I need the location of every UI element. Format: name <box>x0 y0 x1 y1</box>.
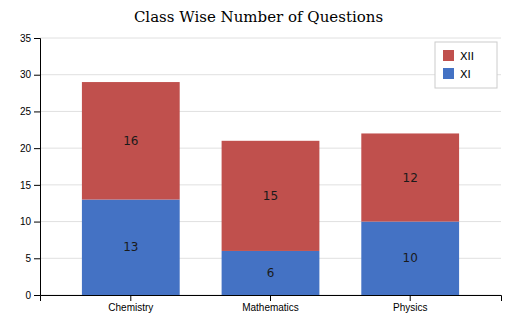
y-tick-label: 35 <box>20 33 32 44</box>
x-axis-line <box>41 296 502 302</box>
title: Class Wise Number of Questions <box>134 8 383 26</box>
y-tick-label: 10 <box>20 216 32 227</box>
x-axis: Chemistry Mathematics Physics <box>41 295 502 313</box>
chart: 0 5 10 15 20 25 30 35 Chemistry Mathematics Physic… <box>0 0 517 325</box>
legend-item: XII <box>443 50 474 63</box>
bar-segment <box>222 141 320 251</box>
y-tick-label: 20 <box>20 143 32 154</box>
bar-segment <box>222 251 320 295</box>
bars <box>82 82 459 295</box>
y-tick-mark <box>34 222 40 223</box>
grid-line <box>40 74 501 75</box>
data-label: 6 <box>267 266 275 280</box>
y-axis-line <box>34 39 41 296</box>
x-tick: Chemistry <box>108 295 153 313</box>
y-tick: 0 <box>25 290 40 301</box>
y-tick: 5 <box>25 253 40 264</box>
legend-swatch <box>443 68 454 79</box>
legend-label: XII <box>460 50 474 63</box>
y-tick: 15 <box>20 180 40 191</box>
x-tick-label: Physics <box>393 302 427 313</box>
y-tick: 20 <box>20 143 40 154</box>
bar-segment <box>361 133 459 221</box>
x-tick-mark <box>130 295 131 301</box>
x-tick-mark <box>270 295 271 301</box>
data-label: 10 <box>403 251 418 265</box>
legend-frame <box>435 42 497 88</box>
y-tick-mark <box>34 148 40 149</box>
grid-line <box>40 38 501 39</box>
y-tick-label: 5 <box>25 253 31 264</box>
data-label: 16 <box>123 134 138 148</box>
y-tick: 10 <box>20 216 40 227</box>
data-label: 13 <box>123 240 138 254</box>
x-tick-label: Mathematics <box>242 302 299 313</box>
y-tick-label: 0 <box>25 290 31 301</box>
legend-item: XI <box>443 68 471 81</box>
y-tick-label: 15 <box>20 180 32 191</box>
data-labels: 13 6 10 16 15 12 <box>123 134 418 280</box>
bar-segment <box>82 200 180 295</box>
series <box>82 82 459 251</box>
legend-label: XI <box>460 68 471 81</box>
y-tick-mark <box>34 111 40 112</box>
legend-swatch <box>443 50 454 61</box>
y-tick: 30 <box>20 69 40 80</box>
bar-segment <box>82 82 180 199</box>
data-label: 15 <box>263 189 278 203</box>
y-tick: 25 <box>20 106 40 117</box>
x-tick-label: Chemistry <box>108 302 153 313</box>
plot: 0 5 10 15 20 25 30 35 Chemistry Mathematics Physic… <box>20 33 502 313</box>
bar-segment <box>361 222 459 295</box>
y-tick-mark <box>34 258 40 259</box>
x-tick: Physics <box>393 295 427 313</box>
grid <box>40 38 501 295</box>
y-tick-mark <box>34 38 40 39</box>
y-tick-label: 30 <box>20 69 32 80</box>
y-tick-label: 25 <box>20 106 32 117</box>
y-tick-mark <box>34 75 40 76</box>
data-label: 12 <box>403 171 418 185</box>
y-tick-mark <box>34 185 40 186</box>
y-tick-mark <box>34 295 40 296</box>
legend: XII XI <box>435 42 497 88</box>
y-axis: 0 5 10 15 20 25 30 35 <box>20 33 41 301</box>
x-tick: Mathematics <box>242 295 299 313</box>
x-tick-mark <box>410 295 411 301</box>
y-tick: 35 <box>20 33 40 44</box>
